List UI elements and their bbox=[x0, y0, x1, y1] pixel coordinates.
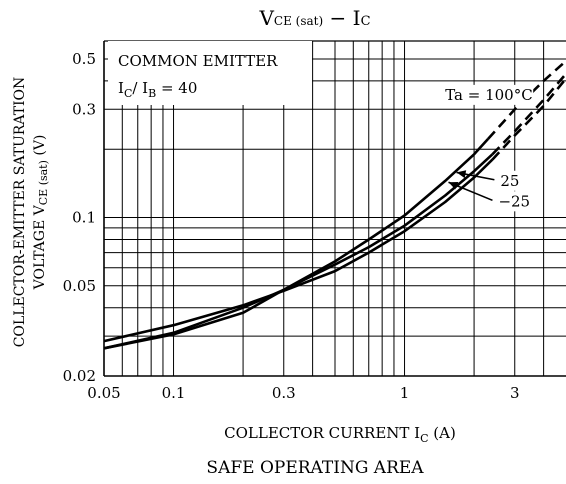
footer-caption: SAFE OPERATING AREA bbox=[206, 458, 424, 478]
y-tick-label-3: 0.05 bbox=[63, 277, 96, 295]
x-tick-label-4: 3 bbox=[510, 384, 520, 402]
conditions-line1: COMMON EMITTER bbox=[118, 52, 278, 70]
annotation-label-2: −25 bbox=[498, 192, 530, 210]
annotation-label-0: Ta = 100°C bbox=[445, 86, 532, 104]
annotation-label-1: 25 bbox=[500, 172, 519, 190]
curves-group bbox=[103, 59, 566, 350]
conditions-box: COMMON EMITTER IC/ IB = 40 bbox=[108, 41, 312, 105]
series-line-dashed-1 bbox=[491, 72, 566, 156]
x-tick-label-3: 1 bbox=[400, 384, 410, 402]
y-tick-label-0: 0.5 bbox=[72, 50, 96, 68]
y-axis-label-line1: COLLECTOR-EMITTER SATURATION bbox=[12, 77, 28, 348]
annotation-arrowhead-1 bbox=[448, 181, 459, 190]
x-axis-label: COLLECTOR CURRENT IC (A) bbox=[224, 424, 456, 445]
annotation-arrowhead-0 bbox=[456, 170, 467, 179]
conditions-line2: IC/ IB = 40 bbox=[118, 79, 197, 100]
y-axis-label-line2: VOLTAGE VCE (sat) (V) bbox=[32, 135, 50, 291]
series-line-dashed-0 bbox=[487, 59, 566, 140]
y-tick-label-4: 0.02 bbox=[63, 367, 96, 385]
series-line-dashed-2 bbox=[491, 77, 566, 161]
x-tick-label-1: 0.1 bbox=[162, 384, 186, 402]
series-line-1 bbox=[103, 153, 494, 350]
chart-title: VCE (sat) − IC bbox=[258, 6, 370, 30]
y-tick-label-2: 0.1 bbox=[72, 208, 96, 226]
annotation-bg-0 bbox=[441, 84, 534, 105]
annotation-bg-2 bbox=[494, 191, 527, 212]
tick-labels: 0.05 0.1 0.3 1 30.50.30.10.050.02 bbox=[63, 50, 520, 402]
series-annotations: Ta = 100°C 25 −25 bbox=[441, 84, 534, 212]
x-tick-label-0: 0.05 bbox=[87, 384, 120, 402]
y-tick-label-1: 0.3 bbox=[72, 100, 96, 118]
annotation-bg-1 bbox=[496, 170, 520, 191]
series-line-0 bbox=[103, 138, 490, 350]
series-line-2 bbox=[103, 158, 494, 343]
x-tick-label-2: 0.3 bbox=[272, 384, 296, 402]
